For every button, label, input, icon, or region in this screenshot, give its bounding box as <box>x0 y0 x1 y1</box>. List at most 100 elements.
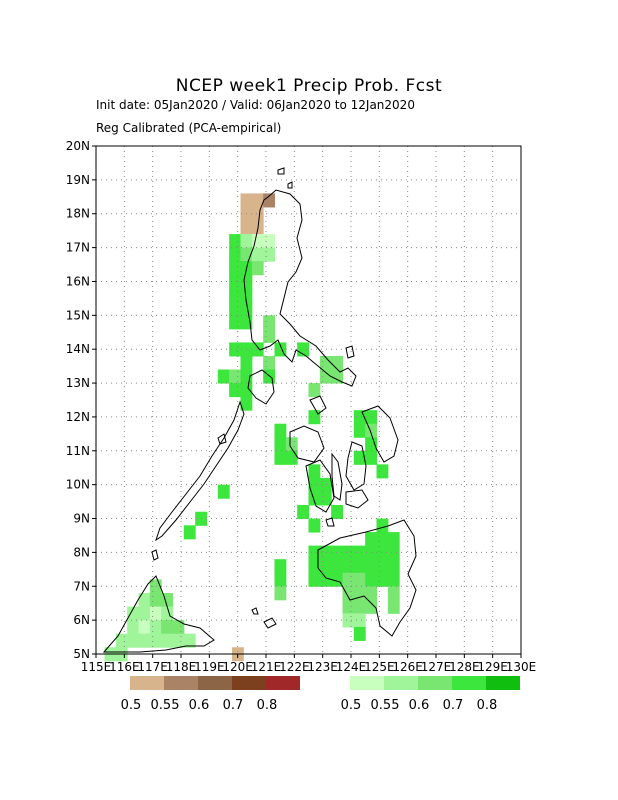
lon-label: 124E <box>336 660 367 674</box>
wet-legend-label: 0.7 <box>443 698 464 713</box>
lat-label: 8N <box>73 545 90 559</box>
prob-cell <box>319 491 332 506</box>
lon-label: 123E <box>307 660 338 674</box>
wet-legend-label: 0.5 <box>341 698 362 713</box>
prob-cell <box>240 234 253 249</box>
dry-legend-label: 0.6 <box>189 698 210 713</box>
coastline <box>102 167 417 653</box>
prob-cell <box>319 545 332 560</box>
prob-cell <box>138 633 151 648</box>
dry-legend-swatch <box>198 676 232 690</box>
coast-negros <box>305 459 335 513</box>
prob-cell <box>308 572 321 587</box>
prob-cell <box>331 545 343 560</box>
prob-cell <box>149 633 162 648</box>
coast-palawan <box>155 400 245 542</box>
prob-cell <box>308 464 321 479</box>
lon-label: 127E <box>421 660 452 674</box>
prob-cell <box>342 586 355 601</box>
prob-cell <box>376 532 389 547</box>
prob-cell <box>308 559 321 574</box>
prob-cell <box>319 369 332 384</box>
prob-cell <box>149 606 162 621</box>
coast-bohol <box>345 489 369 509</box>
lat-label: 18N <box>66 207 90 221</box>
prob-cell <box>353 423 366 438</box>
coast-sulu-1 <box>263 617 277 629</box>
prob-cell <box>127 606 139 621</box>
coast-masbate <box>309 395 327 415</box>
coast-babuyan <box>277 167 285 175</box>
lat-label: 14N <box>66 342 90 356</box>
prob-cell <box>308 383 321 398</box>
map-title: NCEP week1 Precip Prob. Fcst <box>175 76 443 96</box>
lon-label: 120E <box>222 660 253 674</box>
prob-cell <box>319 572 332 587</box>
wet-legend-swatch <box>486 676 520 690</box>
prob-cell <box>319 477 332 492</box>
prob-cell <box>240 383 253 398</box>
prob-cell <box>331 559 343 574</box>
prob-cell <box>263 193 275 208</box>
prob-cell <box>240 315 253 330</box>
dry-legend-swatch <box>232 676 266 690</box>
prob-cell <box>319 559 332 574</box>
wet-legend-label: 0.8 <box>477 698 498 713</box>
prob-cell <box>274 450 287 465</box>
lat-label: 17N <box>66 241 90 255</box>
wet-legend-swatch <box>350 676 384 690</box>
prob-cell <box>240 396 253 411</box>
coast-balabac <box>151 549 159 561</box>
prob-cell <box>342 599 355 614</box>
dry-legend-swatch <box>130 676 164 690</box>
prob-cell <box>183 633 196 648</box>
prob-cell <box>319 355 332 371</box>
prob-cell <box>251 206 264 222</box>
prob-cell <box>115 633 128 648</box>
prob-cell <box>161 620 173 635</box>
prob-cell <box>353 410 366 425</box>
map-subtitle-dates: Init date: 05Jan2020 / Valid: 06Jan2020 … <box>96 98 415 112</box>
prob-cell <box>217 484 230 499</box>
prob-cell <box>365 532 377 547</box>
prob-cell <box>353 572 366 587</box>
prob-cell <box>240 301 253 316</box>
prob-cell <box>365 586 377 601</box>
dry-legend-swatch <box>266 676 300 690</box>
prob-cell <box>263 369 275 384</box>
coast-batanes <box>287 181 293 189</box>
coast-mindoro <box>247 369 275 405</box>
prob-cell <box>251 193 264 208</box>
prob-cell <box>183 525 196 540</box>
prob-cell <box>387 586 400 601</box>
prob-cell <box>308 477 321 492</box>
prob-cell <box>251 234 264 249</box>
dry-legend-label: 0.5 <box>121 698 142 713</box>
prob-cell <box>376 518 389 533</box>
coast-siquijor <box>325 517 335 527</box>
dry-legend-label: 0.8 <box>257 698 278 713</box>
lon-label: 117E <box>137 660 168 674</box>
coast-catanduanes <box>345 345 355 359</box>
lon-label: 119E <box>194 660 225 674</box>
prob-cell <box>263 315 275 330</box>
prob-cell <box>161 633 173 648</box>
latitude-labels: 5N 6N 7N 8N 9N 10N 11N 12N 13N 14N 15N 16N 17N 18N 19N… <box>66 139 96 661</box>
prob-cell <box>274 342 287 357</box>
prob-cell <box>285 437 298 452</box>
dry-legend-swatch <box>164 676 198 690</box>
lat-label: 11N <box>66 444 90 458</box>
prob-cell <box>297 342 309 357</box>
longitude-labels: 115E116E117E118E119E120E121E122E123E124E… <box>81 654 536 674</box>
coast-cebu <box>331 452 343 501</box>
prob-cell <box>251 247 264 262</box>
lon-label: 116E <box>109 660 140 674</box>
lat-label: 10N <box>66 478 90 492</box>
prob-cell <box>240 288 253 303</box>
dry-legend-label: 0.7 <box>223 698 244 713</box>
prob-cell <box>251 342 264 357</box>
prob-cell <box>240 355 253 371</box>
prob-cell <box>263 355 275 371</box>
prob-cell <box>127 633 139 648</box>
lon-label: 128E <box>449 660 480 674</box>
